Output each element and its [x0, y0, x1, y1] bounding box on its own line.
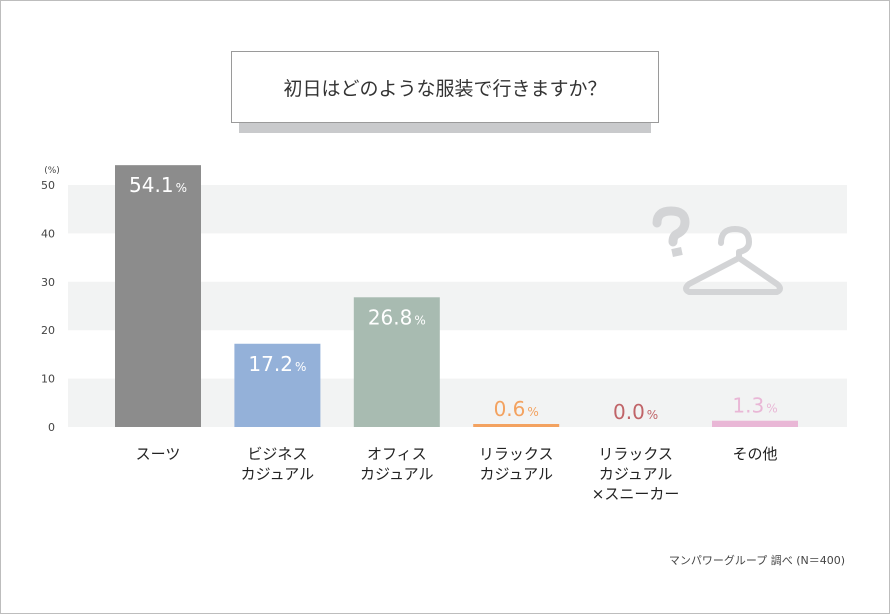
category-label-2: オフィス — [367, 445, 427, 463]
value-label-3: 0.6% — [494, 397, 539, 421]
bar-1 — [234, 343, 321, 427]
category-label-3: リラックス — [479, 445, 554, 463]
value-label-2: 26.8% — [368, 305, 426, 329]
source-note: マンパワーグループ 調べ (N＝400) — [668, 554, 845, 567]
y-tick-label: 10 — [41, 373, 55, 386]
chart-title: 初日はどのような服装で行きますか？ — [231, 51, 659, 123]
category-label-2: カジュアル — [360, 465, 434, 483]
category-label-1: ビジネス — [247, 445, 307, 463]
value-label-0: 54.1% — [129, 173, 187, 197]
y-tick-label: 50 — [41, 179, 55, 192]
y-tick-label: 0 — [48, 421, 55, 434]
bar-0 — [115, 165, 201, 427]
value-label-4: 0.0% — [613, 400, 658, 424]
bar-3 — [473, 424, 560, 427]
bar-5 — [712, 420, 798, 427]
category-label-5: その他 — [732, 445, 777, 463]
value-label-1: 17.2% — [248, 352, 306, 376]
category-label-1: カジュアル — [241, 465, 315, 483]
y-tick-label: 40 — [41, 227, 55, 240]
value-label-5: 1.3% — [732, 394, 777, 418]
category-label-3: カジュアル — [479, 465, 553, 483]
y-tick-label: 20 — [41, 324, 55, 337]
hanger-question-icon — [652, 206, 783, 295]
category-label-4: カジュアル — [599, 465, 673, 483]
y-tick-label: 30 — [41, 276, 55, 289]
bar-2 — [353, 297, 440, 427]
category-label-4: リラックス — [598, 445, 673, 463]
category-label-0: スーツ — [136, 445, 181, 463]
y-axis-unit: (%) — [44, 166, 60, 176]
category-label-4: ×スニーカー — [592, 485, 680, 503]
